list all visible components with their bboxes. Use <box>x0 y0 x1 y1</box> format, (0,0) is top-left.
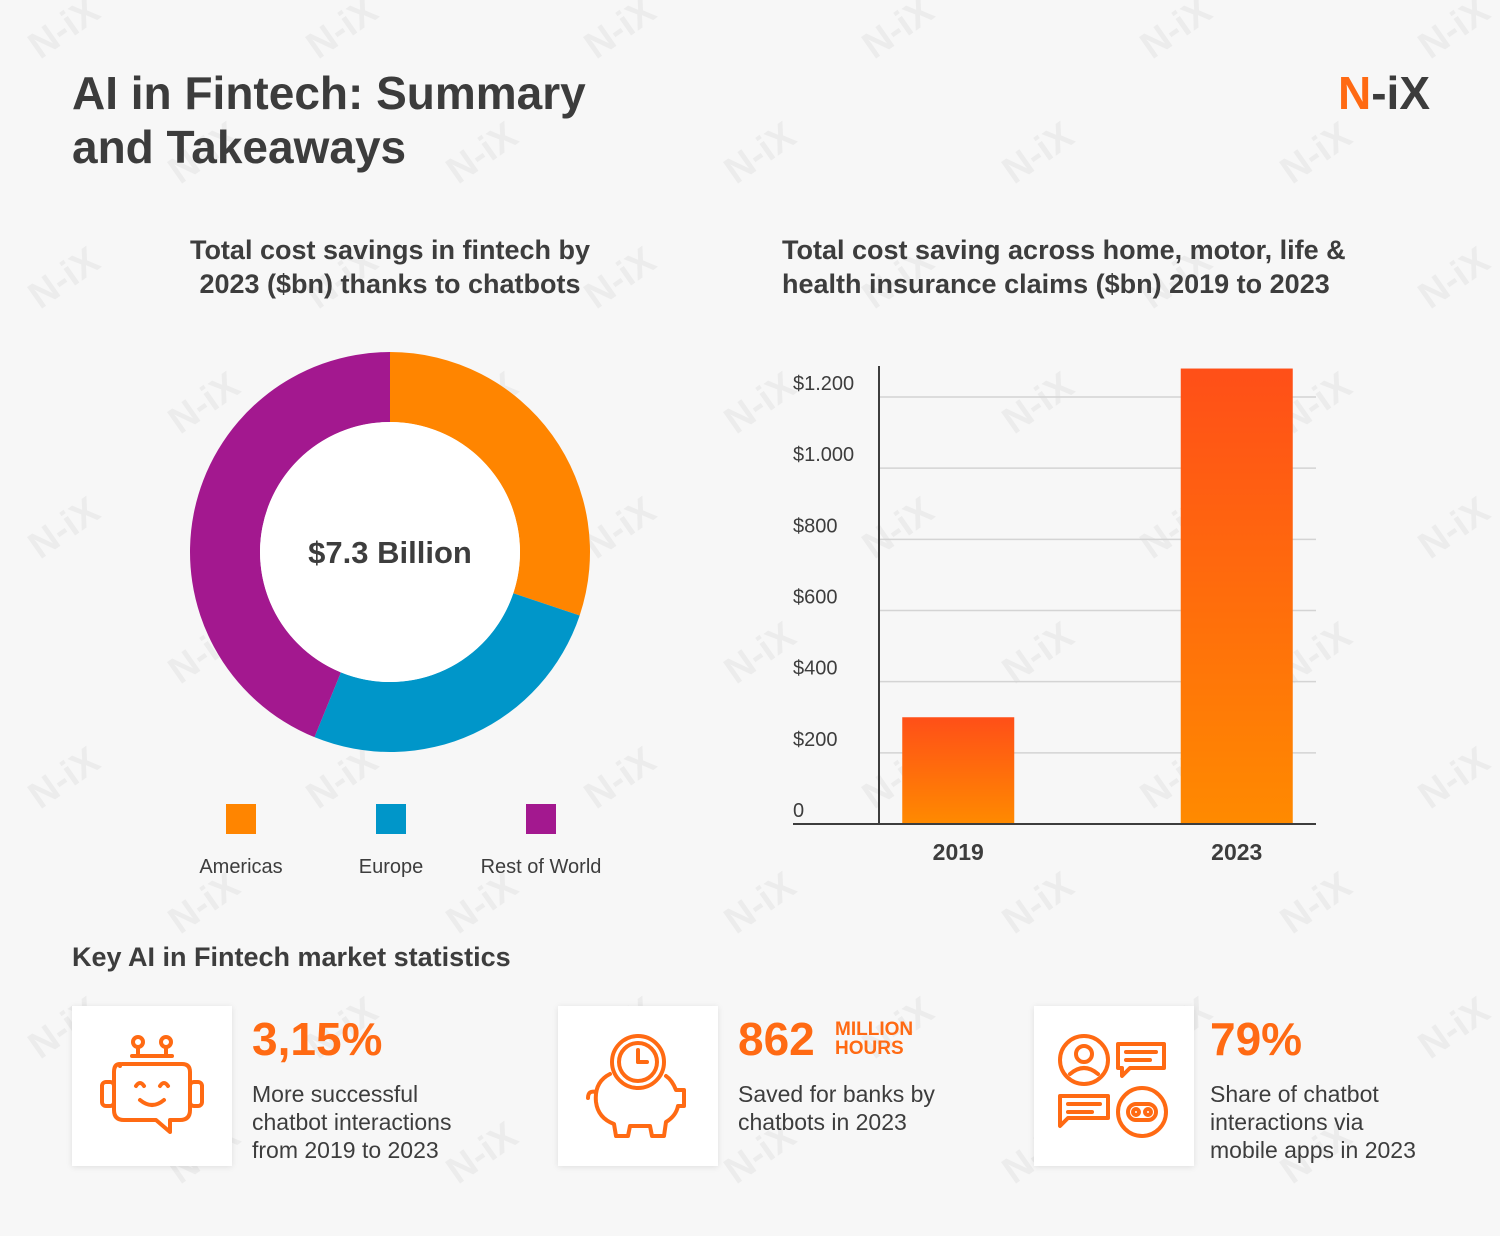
watermark-mark: N-iX <box>855 0 942 67</box>
stat-desc-success: More successful chatbot interactions fro… <box>252 1080 492 1164</box>
donut-chart: $7.3 Billion <box>189 352 590 752</box>
bar-ytick-label: 0 <box>793 800 804 822</box>
bar-ytick-label: $600 <box>793 587 838 609</box>
watermark-mark: N-iX <box>1411 739 1498 817</box>
watermark-mark: N-iX <box>1133 0 1220 67</box>
stat-desc-line: chatbots in 2023 <box>738 1109 907 1135</box>
watermark-mark: N-iX <box>21 0 108 67</box>
stat-desc-line: interactions via <box>1210 1109 1364 1135</box>
logo-letter-n: N <box>1337 67 1372 119</box>
watermark-mark: N-iX <box>577 0 664 67</box>
bar-ytick-label: $800 <box>793 515 838 537</box>
stat-unit-hours: MILLION HOURS <box>835 1020 913 1058</box>
page-title-line-1: AI in Fintech: Summary <box>72 67 586 119</box>
legend-swatch-rest-of-world <box>526 804 556 834</box>
stat-desc-line: chatbot interactions <box>252 1109 452 1135</box>
bar-ytick-label: $400 <box>793 658 838 680</box>
stat-card-icon-box <box>1034 1006 1194 1166</box>
donut-hole <box>260 422 520 682</box>
stat-card-icon-box <box>72 1006 232 1166</box>
stat-value-success: 3,15% <box>252 1013 383 1065</box>
bar-title-line-1: Total cost saving across home, motor, li… <box>782 235 1346 265</box>
watermark-mark: N-iX <box>1273 114 1360 192</box>
legend-swatch-americas <box>226 804 256 834</box>
bar-xtick-label: 2019 <box>933 839 984 865</box>
bar-chart-title: Total cost saving across home, motor, li… <box>782 233 1422 301</box>
bar-title-line-2: health insurance claims ($bn) 2019 to 20… <box>782 269 1330 299</box>
stats-section-title: Key AI in Fintech market statistics <box>72 942 511 972</box>
watermark-mark: N-iX <box>717 114 804 192</box>
stat-value-hours: 862 <box>738 1013 815 1065</box>
bar-ytick-label: $1.000 <box>793 444 854 466</box>
donut-chart-title: Total cost savings in fintech by 2023 ($… <box>160 233 620 301</box>
watermark-mark: N-iX <box>299 0 386 67</box>
stat-desc-line: Share of chatbot <box>1210 1081 1379 1107</box>
stat-unit-line: HOURS <box>835 1038 904 1059</box>
bar-chart: 0 $200 $400 $600 $800 $1.000 $1.200 2019 2023 <box>793 366 1316 865</box>
stat-value-mobile: 79% <box>1210 1013 1303 1065</box>
donut-slice-americas <box>390 352 590 616</box>
watermark-mark: N-iX <box>1411 239 1498 317</box>
bar-2019 <box>902 717 1015 824</box>
bar-ytick-label: $200 <box>793 729 838 751</box>
bar-ytick-label: $1.200 <box>793 373 854 395</box>
bar-xtick-label: 2023 <box>1211 839 1262 865</box>
stat-desc-line: mobile apps in 2023 <box>1210 1137 1416 1163</box>
robot-chat-icon <box>100 1035 204 1134</box>
stat-desc-line: Saved for banks by <box>738 1081 935 1107</box>
page-title: AI in Fintech: Summary and Takeaways <box>72 66 692 174</box>
stat-unit-line: MILLION <box>835 1019 914 1040</box>
logo-suffix: -iX <box>1371 67 1430 119</box>
stat-desc-hours: Saved for banks by chatbots in 2023 <box>738 1080 978 1136</box>
stat-desc-mobile: Share of chatbot interactions via mobile… <box>1210 1080 1450 1164</box>
watermark-mark: N-iX <box>995 114 1082 192</box>
donut-center-label: $7.3 Billion <box>308 535 472 570</box>
watermark-mark: N-iX <box>1411 0 1498 67</box>
donut-slice-rest-of-world <box>189 352 390 738</box>
watermark-mark: N-iX <box>1411 489 1498 567</box>
piggy-bank-clock-icon <box>586 1034 686 1138</box>
stat-card-icon-box <box>558 1006 718 1166</box>
watermark-mark: N-iX <box>21 489 108 567</box>
donut-title-line-1: Total cost savings in fintech by <box>189 235 591 265</box>
legend-label-americas: Americas <box>199 856 283 878</box>
legend-label-rest-of-world: Rest of World <box>480 856 602 878</box>
brand-logo: N-iX <box>1300 66 1430 120</box>
donut-slice-europe <box>314 593 580 752</box>
legend-label-europe: Europe <box>358 856 424 878</box>
stat-desc-line: from 2019 to 2023 <box>252 1137 439 1163</box>
watermark-mark: N-iX <box>1411 989 1498 1067</box>
donut-title-line-2: 2023 ($bn) thanks to chatbots <box>199 269 581 299</box>
legend-swatch-europe <box>376 804 406 834</box>
user-bot-chat-icon <box>1058 1034 1168 1138</box>
watermark-mark: N-iX <box>21 739 108 817</box>
bar-2023 <box>1180 368 1293 824</box>
page-title-line-2: and Takeaways <box>72 121 407 173</box>
watermark-mark: N-iX <box>21 239 108 317</box>
stat-desc-line: More successful <box>252 1081 419 1107</box>
